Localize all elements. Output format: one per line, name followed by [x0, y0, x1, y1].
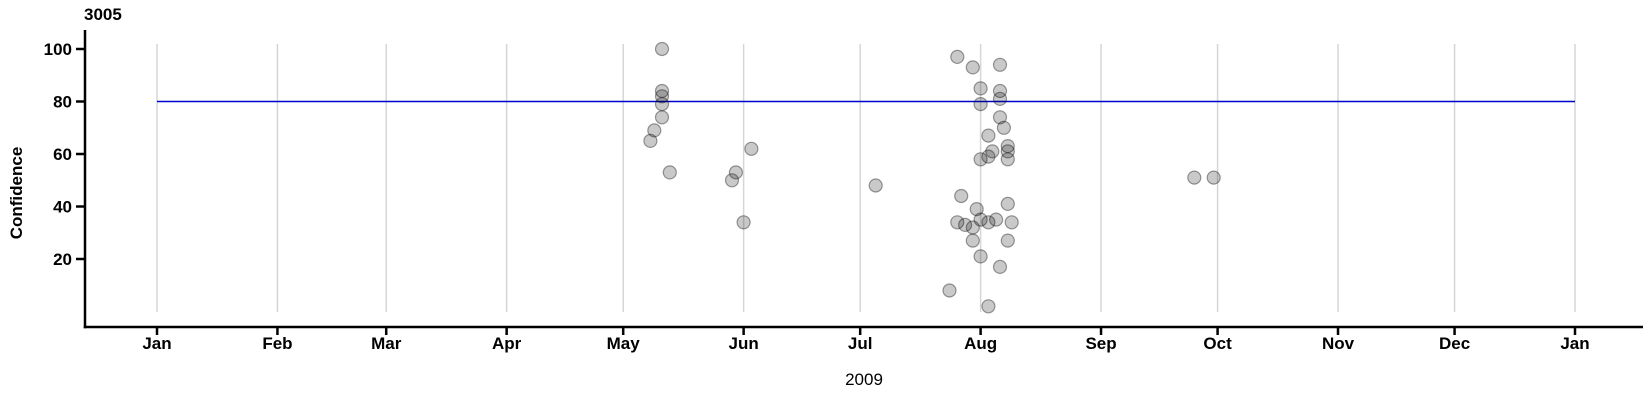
data-point [981, 149, 996, 164]
data-point [973, 249, 988, 264]
data-point [965, 220, 980, 235]
data-point [1206, 170, 1221, 185]
data-point [981, 299, 996, 314]
data-point [654, 89, 670, 104]
data-point [954, 188, 969, 204]
data-point [724, 173, 740, 188]
data-point [985, 144, 1000, 159]
data-point [992, 91, 1008, 107]
data-point [996, 120, 1012, 135]
data-point [1000, 139, 1015, 154]
x-tick-label: Jun [729, 334, 759, 353]
x-tick-label: Jul [848, 334, 873, 353]
data-point [662, 165, 677, 180]
x-tick-label: May [607, 334, 641, 353]
data-point [1004, 215, 1019, 230]
data-point [1000, 233, 1015, 248]
chart-title: 3005 [84, 5, 122, 24]
data-point [981, 128, 996, 143]
x-tick-label: Feb [262, 334, 292, 353]
data-point [981, 215, 996, 230]
data-point [942, 283, 957, 298]
data-point [992, 110, 1008, 125]
data-point [992, 57, 1008, 72]
data-point [736, 215, 751, 230]
data-point [868, 178, 883, 193]
data-point [654, 110, 670, 125]
data-point [1000, 144, 1015, 159]
data-point [973, 212, 988, 227]
x-axis-title: 2009 [845, 370, 883, 389]
y-tick-label: 40 [53, 198, 72, 217]
data-point [965, 60, 980, 75]
data-point [1000, 196, 1015, 211]
x-tick-label: Sep [1085, 334, 1116, 353]
y-tick-label: 80 [53, 93, 72, 112]
x-tick-label: Jan [1560, 334, 1589, 353]
data-point [992, 83, 1008, 99]
y-tick-label: 60 [53, 145, 72, 164]
y-tick-label: 20 [53, 250, 72, 269]
data-point [957, 217, 973, 232]
x-tick-label: Aug [964, 334, 997, 353]
data-point [647, 123, 662, 138]
data-point [969, 202, 984, 217]
data-point [973, 96, 988, 112]
data-point [1187, 170, 1202, 185]
x-tick-label: Nov [1322, 334, 1355, 353]
data-point [973, 152, 988, 167]
x-tick-label: Jan [142, 334, 171, 353]
data-point [950, 215, 965, 230]
data-point [965, 233, 980, 248]
y-tick-label: 100 [44, 40, 72, 59]
x-tick-label: Apr [492, 334, 522, 353]
data-point [1000, 152, 1015, 167]
x-tick-label: Oct [1203, 334, 1232, 353]
data-point [988, 212, 1004, 227]
data-point [643, 133, 658, 148]
data-point [973, 81, 988, 96]
data-point [654, 96, 670, 112]
x-tick-label: Dec [1439, 334, 1470, 353]
data-point [950, 49, 965, 65]
data-point [654, 41, 670, 57]
data-point [728, 165, 744, 180]
data-point [992, 259, 1008, 274]
x-tick-label: Mar [371, 334, 402, 353]
data-point [744, 141, 759, 156]
data-point [654, 83, 670, 99]
